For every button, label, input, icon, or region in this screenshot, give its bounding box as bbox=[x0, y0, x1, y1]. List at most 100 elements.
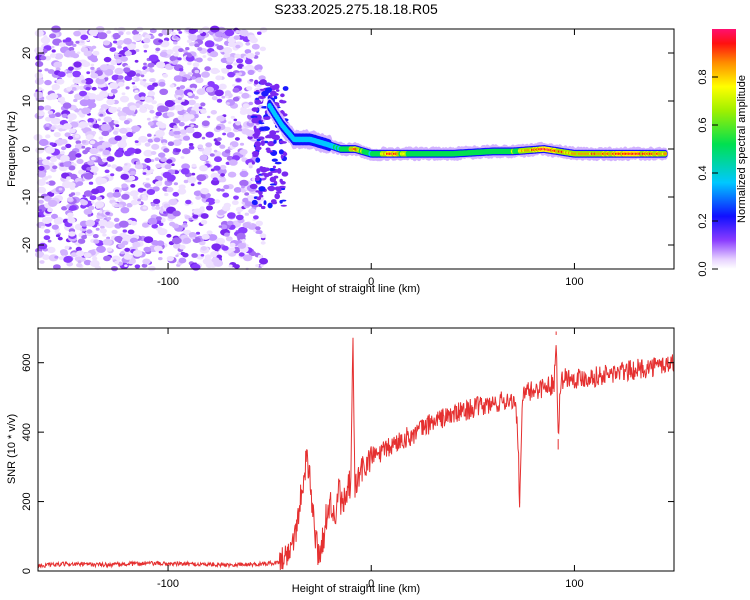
noise-speck bbox=[61, 146, 67, 151]
noise-speck bbox=[260, 140, 265, 147]
noise-speck bbox=[100, 123, 111, 131]
noise-speck bbox=[254, 79, 259, 85]
colorbar-tick-label: 0.6 bbox=[697, 117, 709, 132]
noise-speck bbox=[226, 56, 235, 63]
noise-speck bbox=[195, 231, 201, 235]
noise-speck bbox=[78, 169, 86, 175]
noise-speck bbox=[100, 225, 105, 229]
colorbar-tick-label: 0.0 bbox=[697, 261, 709, 276]
noise-speck bbox=[222, 192, 230, 198]
noise-speck bbox=[201, 233, 210, 240]
noise-speck bbox=[142, 188, 146, 192]
noise-speck bbox=[80, 34, 89, 41]
noise-speck bbox=[55, 67, 61, 71]
noise-speck bbox=[163, 211, 167, 214]
noise-speck bbox=[69, 185, 76, 190]
noise-speck bbox=[257, 254, 263, 259]
noise-speck bbox=[78, 85, 85, 91]
noise-speck bbox=[115, 124, 120, 128]
noise-speck bbox=[172, 139, 182, 146]
noise-speck bbox=[118, 204, 123, 208]
noise-speck bbox=[79, 99, 90, 107]
noise-speck bbox=[98, 136, 104, 140]
noise-speck bbox=[256, 138, 261, 142]
noise-speck bbox=[134, 90, 139, 93]
noise-speck bbox=[226, 220, 234, 226]
noise-speck bbox=[239, 179, 249, 187]
noise-speck bbox=[38, 69, 43, 73]
noise-speck bbox=[173, 41, 178, 45]
noise-speck bbox=[119, 127, 128, 134]
noise-speck bbox=[102, 233, 107, 237]
noise-speck bbox=[188, 217, 193, 221]
noise-speck bbox=[206, 230, 213, 235]
noise-speck bbox=[158, 39, 164, 43]
noise-speck bbox=[258, 120, 262, 124]
noise-speck bbox=[236, 58, 244, 64]
noise-speck bbox=[153, 198, 161, 204]
noise-speck bbox=[228, 159, 238, 166]
noise-speck bbox=[194, 69, 200, 74]
noise-speck bbox=[147, 138, 154, 143]
y-tick-label: 0 bbox=[21, 146, 33, 152]
noise-speck bbox=[143, 62, 147, 66]
noise-speck bbox=[178, 122, 185, 127]
noise-speck bbox=[178, 48, 184, 53]
y-tick-label: 0 bbox=[21, 568, 33, 574]
noise-speck bbox=[145, 68, 150, 72]
noise-speck bbox=[37, 186, 47, 194]
noise-speck bbox=[178, 244, 186, 250]
noise-speck bbox=[248, 165, 253, 169]
colorbar-ticks: 0.0 0.2 0.4 0.6 0.8 bbox=[697, 69, 718, 277]
noise-speck bbox=[231, 141, 239, 148]
noise-speck bbox=[80, 40, 85, 44]
x-tick-label: -100 bbox=[157, 578, 179, 590]
noise-speck bbox=[173, 125, 178, 129]
noise-speck bbox=[83, 208, 93, 215]
noise-speck bbox=[197, 47, 203, 51]
noise-speck bbox=[280, 93, 285, 98]
noise-speck bbox=[224, 149, 231, 154]
noise-speck bbox=[62, 102, 72, 109]
noise-speck bbox=[259, 46, 266, 52]
noise-speck bbox=[35, 61, 44, 67]
noise-speck bbox=[155, 129, 165, 138]
noise-speck bbox=[160, 139, 168, 144]
noise-speck bbox=[171, 223, 176, 226]
noise-speck bbox=[248, 208, 256, 214]
noise-speck bbox=[227, 41, 236, 48]
noise-speck bbox=[45, 123, 50, 127]
noise-speck bbox=[221, 68, 226, 72]
noise-speck bbox=[35, 147, 45, 154]
noise-speck bbox=[172, 191, 180, 197]
spectrogram-noise bbox=[33, 25, 289, 272]
noise-speck bbox=[140, 96, 146, 100]
noise-speck bbox=[89, 140, 96, 145]
noise-speck bbox=[51, 45, 55, 49]
noise-speck bbox=[190, 124, 195, 127]
noise-speck bbox=[99, 113, 104, 117]
noise-speck bbox=[63, 161, 72, 168]
noise-speck bbox=[38, 165, 45, 171]
noise-speck bbox=[239, 142, 245, 146]
noise-speck bbox=[118, 31, 124, 36]
noise-speck bbox=[113, 40, 118, 44]
noise-speck bbox=[77, 238, 86, 244]
noise-speck bbox=[158, 81, 166, 87]
noise-speck bbox=[92, 234, 99, 239]
noise-speck bbox=[130, 184, 136, 188]
noise-speck bbox=[42, 159, 50, 166]
noise-speck bbox=[95, 227, 100, 231]
noise-speck bbox=[242, 103, 250, 109]
noise-speck bbox=[124, 163, 128, 166]
noise-speck bbox=[187, 92, 193, 97]
noise-speck bbox=[210, 110, 217, 115]
noise-speck bbox=[205, 86, 214, 93]
noise-speck bbox=[83, 252, 92, 258]
noise-speck bbox=[244, 201, 253, 207]
noise-speck bbox=[155, 115, 159, 119]
noise-speck bbox=[232, 96, 240, 102]
noise-speck bbox=[190, 183, 195, 187]
noise-speck bbox=[255, 220, 263, 226]
noise-speck bbox=[223, 126, 232, 133]
